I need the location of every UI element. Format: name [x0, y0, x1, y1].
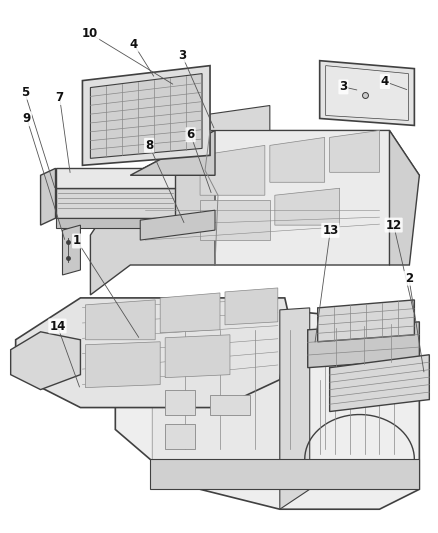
Bar — [165, 424, 195, 449]
Polygon shape — [82, 66, 210, 165]
Polygon shape — [330, 355, 429, 411]
Text: 3: 3 — [339, 80, 347, 93]
Polygon shape — [130, 131, 419, 265]
Polygon shape — [90, 175, 215, 295]
Text: 3: 3 — [178, 49, 186, 61]
Polygon shape — [130, 131, 215, 175]
Polygon shape — [16, 298, 290, 408]
Polygon shape — [165, 335, 230, 378]
Polygon shape — [200, 106, 270, 131]
Polygon shape — [330, 131, 379, 172]
Polygon shape — [326, 66, 408, 120]
Polygon shape — [320, 61, 414, 125]
Polygon shape — [280, 308, 310, 509]
Polygon shape — [115, 310, 419, 509]
Text: 2: 2 — [405, 272, 413, 285]
Text: 14: 14 — [49, 319, 66, 333]
Text: 13: 13 — [322, 224, 339, 237]
Text: 12: 12 — [385, 219, 402, 231]
Bar — [165, 390, 195, 415]
Polygon shape — [308, 322, 419, 368]
Polygon shape — [140, 210, 215, 240]
Polygon shape — [200, 146, 265, 195]
Text: 8: 8 — [145, 139, 153, 152]
Polygon shape — [63, 225, 81, 275]
Polygon shape — [318, 300, 414, 342]
Text: 4: 4 — [130, 38, 138, 51]
Polygon shape — [85, 300, 155, 340]
Polygon shape — [85, 342, 160, 387]
Polygon shape — [200, 200, 270, 240]
Text: 5: 5 — [21, 86, 29, 99]
Polygon shape — [56, 188, 175, 218]
Polygon shape — [41, 168, 56, 225]
Polygon shape — [160, 293, 220, 333]
Polygon shape — [56, 218, 175, 228]
Polygon shape — [275, 188, 339, 225]
Polygon shape — [389, 131, 419, 265]
Polygon shape — [11, 332, 81, 390]
Polygon shape — [90, 74, 202, 158]
Polygon shape — [152, 312, 280, 489]
Text: 9: 9 — [23, 112, 31, 125]
Polygon shape — [270, 138, 325, 182]
Polygon shape — [56, 168, 175, 188]
Text: 10: 10 — [82, 27, 98, 41]
Polygon shape — [225, 288, 278, 325]
Text: 7: 7 — [56, 91, 64, 104]
Bar — [210, 394, 250, 415]
Text: 4: 4 — [381, 75, 389, 88]
Text: 6: 6 — [187, 128, 195, 141]
Polygon shape — [150, 459, 419, 489]
Text: 1: 1 — [73, 235, 81, 247]
